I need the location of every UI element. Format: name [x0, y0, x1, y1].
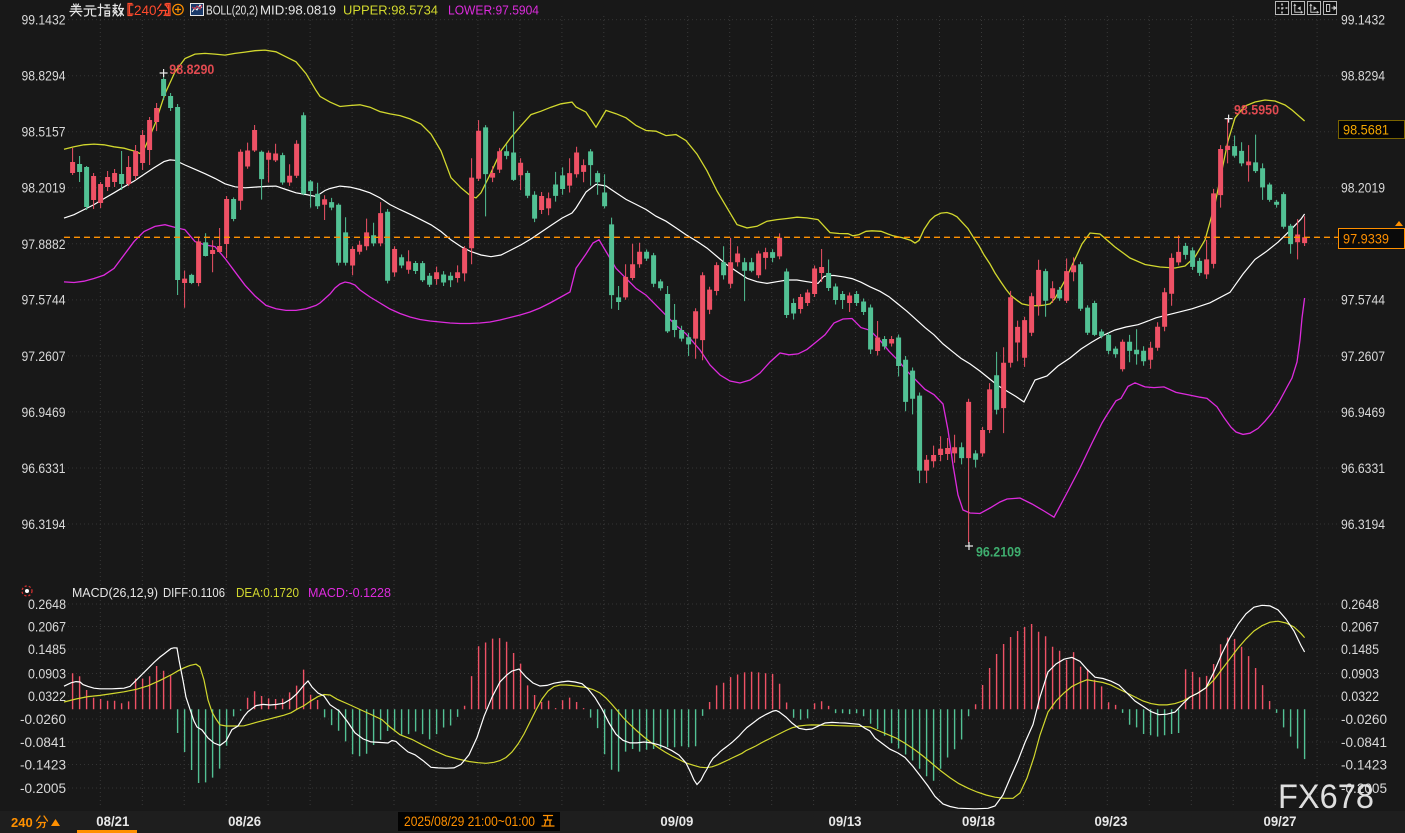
svg-text:98.8290: 98.8290 [169, 62, 214, 77]
svg-text:DIFF:0.1106: DIFF:0.1106 [163, 585, 225, 600]
svg-text:-0.0841: -0.0841 [1341, 735, 1387, 750]
svg-text:-0.2005: -0.2005 [20, 781, 66, 796]
svg-text:09/13: 09/13 [829, 814, 862, 829]
svg-text:98.5681: 98.5681 [1343, 123, 1389, 138]
svg-text:-0.1423: -0.1423 [1341, 758, 1387, 773]
svg-text:96.3194: 96.3194 [22, 517, 66, 532]
svg-text:99.1432: 99.1432 [22, 13, 66, 28]
svg-text:BOLL(20,2): BOLL(20,2) [206, 3, 258, 18]
svg-text:-0.0841: -0.0841 [20, 735, 66, 750]
svg-text:-0.0260: -0.0260 [20, 712, 66, 727]
svg-text:98.8294: 98.8294 [22, 69, 66, 84]
svg-text:99.1432: 99.1432 [1341, 13, 1385, 28]
svg-text:09/18: 09/18 [962, 814, 995, 829]
svg-text:240: 240 [134, 3, 157, 18]
svg-text:-0.2005: -0.2005 [1341, 781, 1387, 796]
svg-text:2025/08/29 21:00~01:00: 2025/08/29 21:00~01:00 [404, 814, 535, 829]
svg-text:98.8294: 98.8294 [1341, 69, 1385, 84]
svg-text:98.5157: 98.5157 [22, 125, 66, 140]
svg-text:MACD:-0.1228: MACD:-0.1228 [308, 585, 391, 600]
svg-text:-0.0260: -0.0260 [1341, 712, 1387, 727]
svg-text:98.2019: 98.2019 [22, 181, 66, 196]
svg-text:98.5950: 98.5950 [1234, 103, 1279, 118]
svg-text:96.2109: 96.2109 [976, 545, 1021, 560]
svg-text:96.6331: 96.6331 [22, 461, 66, 476]
svg-text:240: 240 [11, 815, 33, 830]
svg-text:0.0322: 0.0322 [1341, 689, 1379, 704]
svg-text:0.0903: 0.0903 [28, 667, 66, 682]
svg-text:96.9469: 96.9469 [22, 405, 66, 420]
svg-text:-0.1423: -0.1423 [20, 758, 66, 773]
svg-text:97.8882: 97.8882 [22, 237, 66, 252]
svg-text:96.9469: 96.9469 [1341, 405, 1385, 420]
svg-text:0.0322: 0.0322 [28, 689, 66, 704]
svg-text:0.1485: 0.1485 [1341, 642, 1379, 657]
svg-text:09/27: 09/27 [1264, 814, 1297, 829]
svg-text:97.9339: 97.9339 [1343, 232, 1389, 247]
svg-text:96.3194: 96.3194 [1341, 517, 1385, 532]
svg-text:97.5744: 97.5744 [22, 293, 66, 308]
svg-text:FX678: FX678 [1278, 778, 1374, 816]
svg-text:97.5744: 97.5744 [1341, 293, 1385, 308]
svg-text:0.0903: 0.0903 [1341, 667, 1379, 682]
svg-text:08/21: 08/21 [96, 814, 129, 829]
svg-text:0.2067: 0.2067 [1341, 620, 1379, 635]
svg-text:0.1485: 0.1485 [28, 642, 66, 657]
svg-text:98.2019: 98.2019 [1341, 181, 1385, 196]
svg-text:0.2648: 0.2648 [28, 597, 66, 612]
svg-text:UPPER:98.5734: UPPER:98.5734 [343, 3, 438, 18]
svg-text:0.2648: 0.2648 [1341, 597, 1379, 612]
svg-text:08/26: 08/26 [228, 814, 261, 829]
svg-text:DEA:0.1720: DEA:0.1720 [236, 585, 299, 600]
svg-text:MACD(26,12,9): MACD(26,12,9) [72, 585, 158, 600]
svg-text:LOWER:97.5904: LOWER:97.5904 [448, 3, 539, 18]
svg-text:0.2067: 0.2067 [28, 620, 66, 635]
svg-text:96.6331: 96.6331 [1341, 461, 1385, 476]
svg-text:97.2607: 97.2607 [1341, 349, 1385, 364]
svg-text:09/23: 09/23 [1095, 814, 1128, 829]
svg-text:97.2607: 97.2607 [22, 349, 66, 364]
svg-text:MID:98.0819: MID:98.0819 [260, 3, 336, 18]
svg-text:09/09: 09/09 [660, 814, 693, 829]
